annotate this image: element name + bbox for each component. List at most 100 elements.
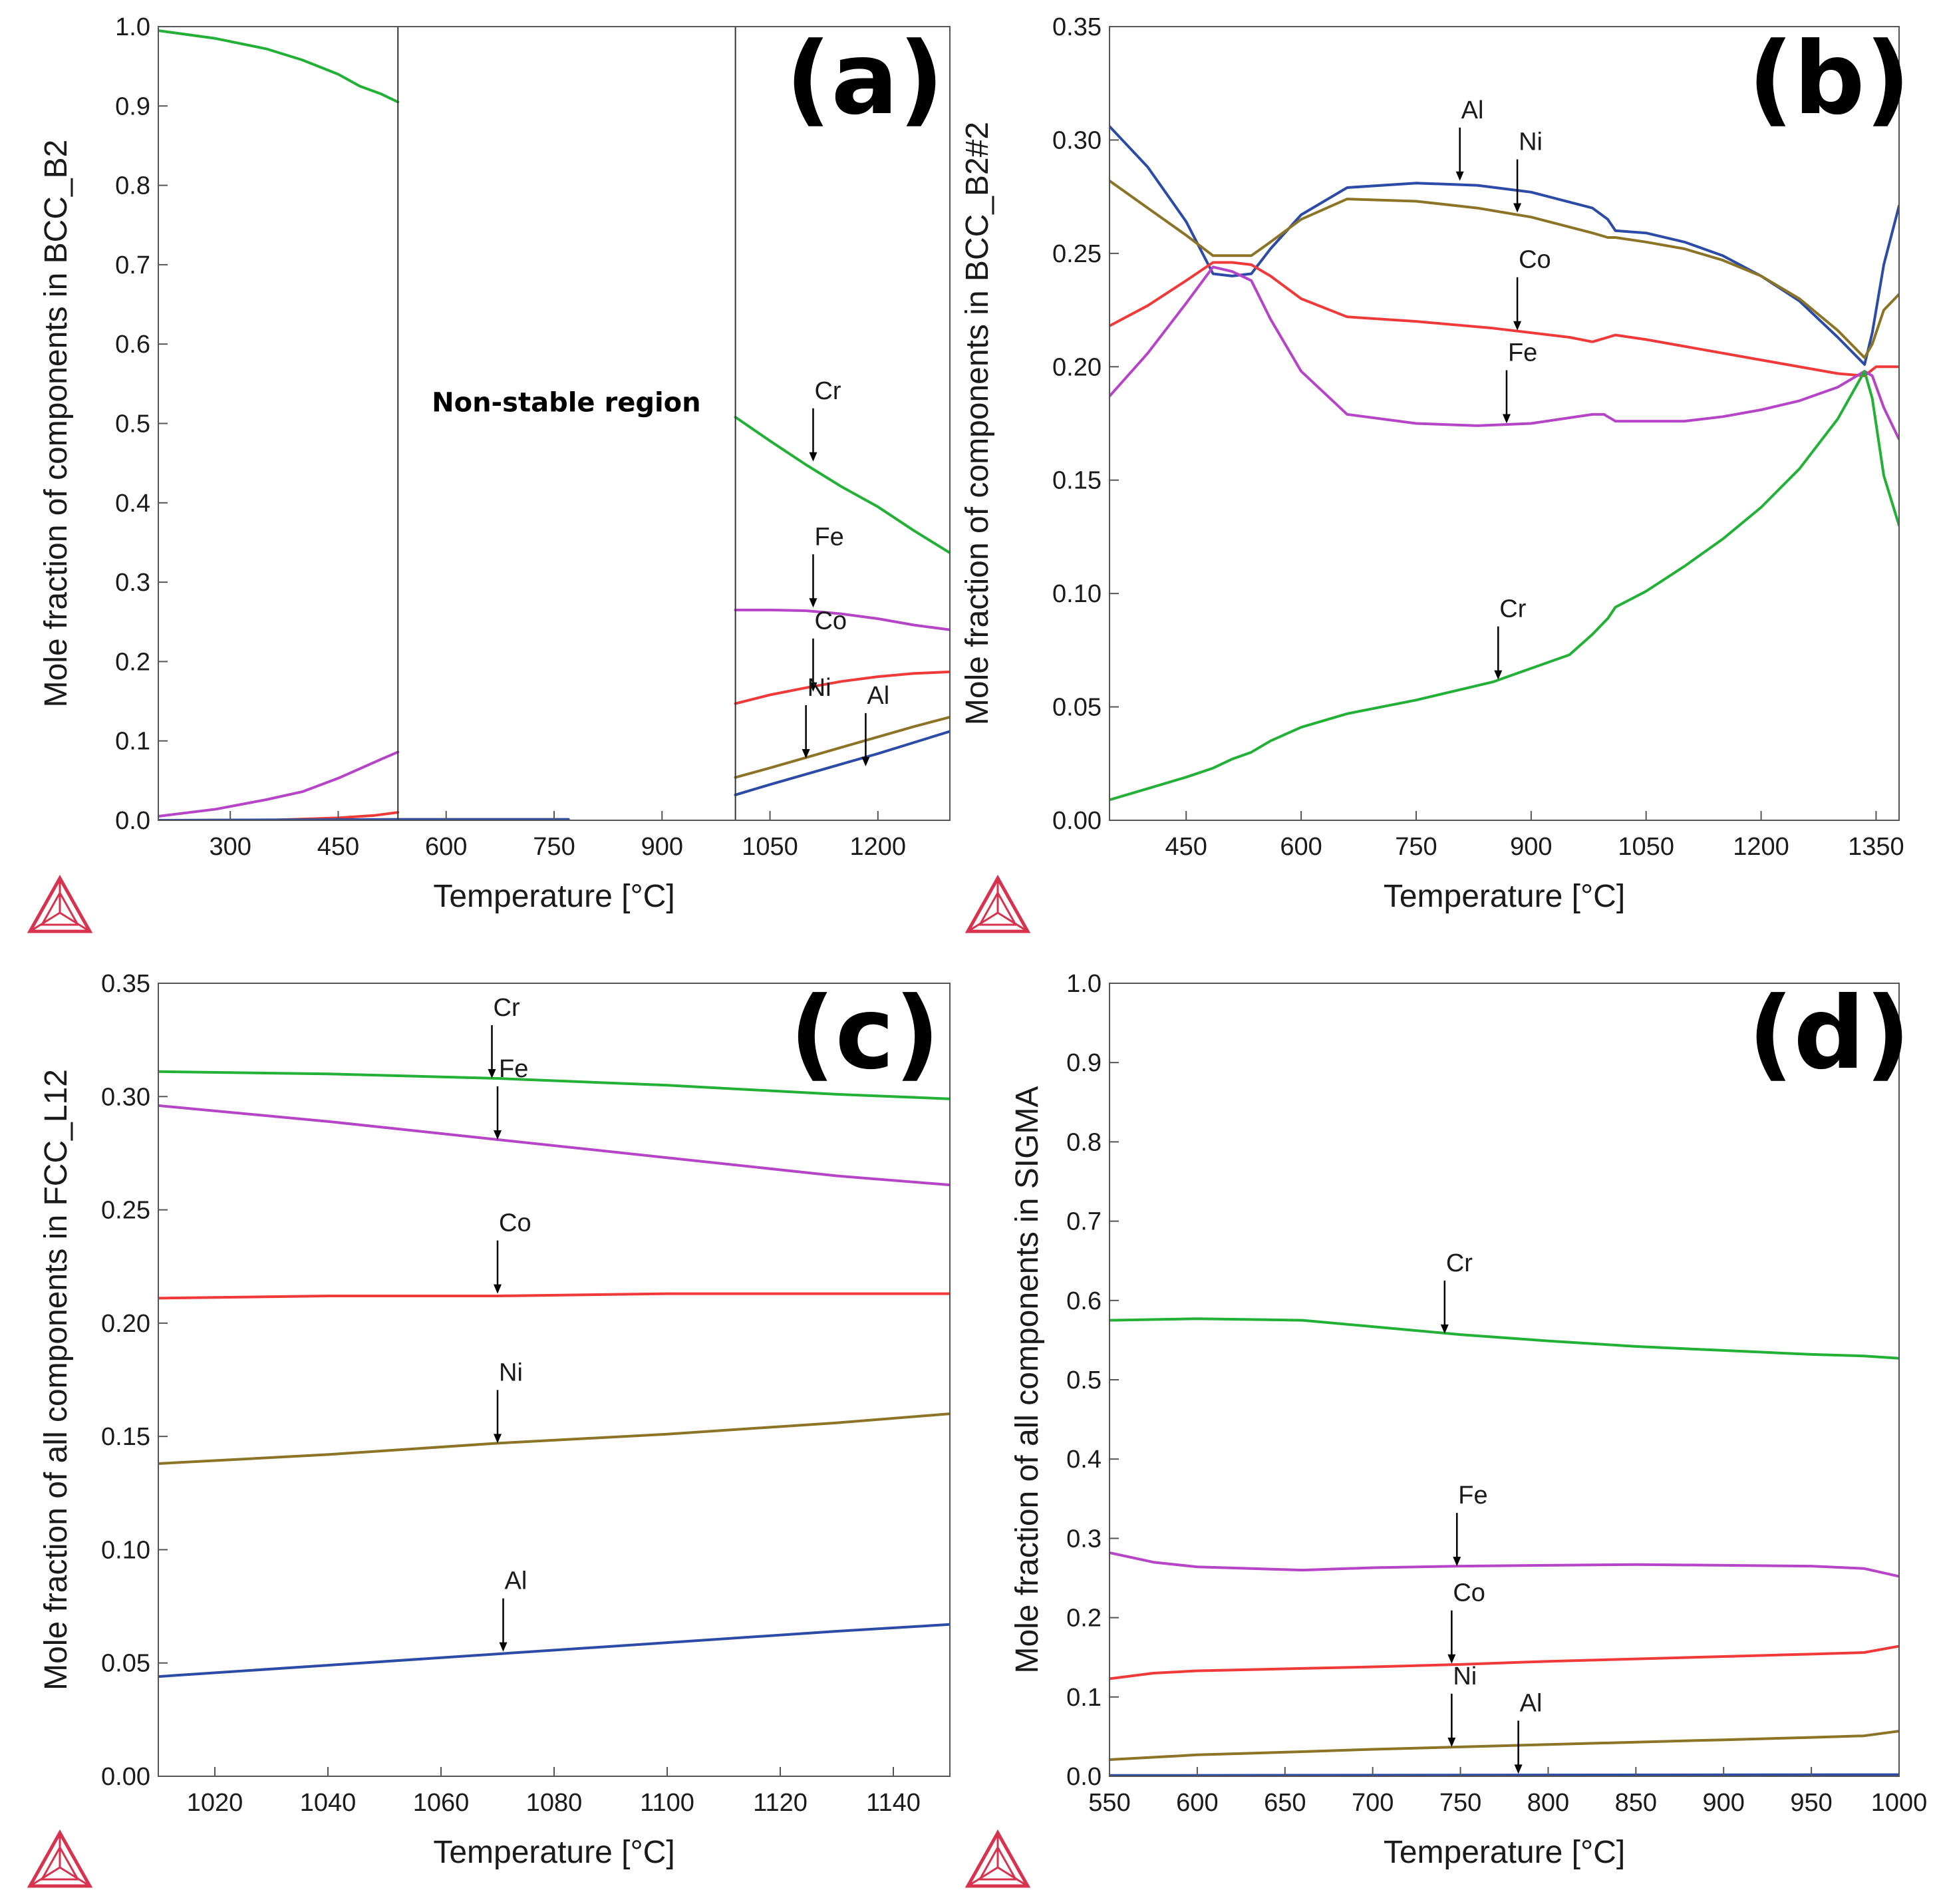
logo-inner-triangle <box>40 890 80 926</box>
annotation-arrow-head <box>1502 414 1511 424</box>
region-label: Non-stable region <box>432 388 701 418</box>
chart-panel-a: Non-stable region 300 450 600 750 900 1050 1200… <box>27 13 951 933</box>
panel-label: (c) <box>790 976 940 1092</box>
x-tick-label: 800 <box>1527 1789 1569 1817</box>
annotation-arrow-head <box>499 1642 508 1652</box>
chart-panel-b: 450 600 750 900 1050 1200 1350 0.00 0.05 0.10 0.15… <box>960 13 1910 933</box>
annotation-label-al: Al <box>1520 1689 1543 1717</box>
annotation-label-fe: Fe <box>1458 1482 1487 1509</box>
annotation-arrow-head <box>494 1434 502 1444</box>
y-tick-label: 0.2 <box>115 648 150 676</box>
logo-inner-triangle <box>978 890 1018 926</box>
series-line-co <box>734 670 950 705</box>
y-tick-label: 0.10 <box>1052 580 1102 608</box>
x-tick-label: 450 <box>1165 833 1207 861</box>
logo-outer-triangle <box>965 1829 1031 1888</box>
y-tick-label: 0.9 <box>1066 1049 1102 1077</box>
y-tick-label: 0.5 <box>1066 1366 1102 1394</box>
annotation-label-al: Al <box>867 682 889 710</box>
thermo-calc-logo-icon <box>27 874 93 933</box>
y-tick-label: 0.35 <box>101 970 150 998</box>
x-axis-title: Temperature [°C] <box>1384 879 1625 914</box>
series-line-al <box>1110 125 1899 366</box>
annotation-arrow-head <box>1447 1737 1456 1747</box>
y-tick-label: 0.2 <box>1066 1605 1102 1633</box>
plot-frame <box>158 983 951 1777</box>
x-tick-label: 900 <box>1703 1789 1745 1817</box>
y-tick-label: 0.8 <box>1066 1128 1102 1156</box>
logo-spoke <box>59 911 90 933</box>
x-axis-title: Temperature [°C] <box>433 1835 674 1870</box>
x-axis-title: Temperature [°C] <box>1384 1835 1625 1870</box>
y-tick-label: 0.7 <box>1066 1208 1102 1236</box>
y-tick-label: 0.20 <box>101 1310 150 1338</box>
logo-spoke <box>967 1866 998 1887</box>
series-line-al <box>1110 1773 1899 1776</box>
y-tick-label: 0.05 <box>101 1650 150 1678</box>
logo-spoke <box>59 1866 90 1887</box>
annotation-label-ni: Ni <box>1453 1663 1477 1690</box>
series-line-cr <box>158 29 400 104</box>
annotation-arrow-head <box>809 452 818 462</box>
logo-inner-triangle <box>978 1845 1018 1881</box>
y-tick-label: 1.0 <box>1066 970 1102 998</box>
y-tick-label: 0.1 <box>115 728 150 756</box>
y-tick-label: 0.30 <box>101 1083 150 1111</box>
series-line-fe <box>158 1104 950 1187</box>
y-tick-label: 0.05 <box>1052 694 1102 722</box>
y-tick-label: 0.6 <box>115 331 150 359</box>
x-tick-label: 1060 <box>413 1789 470 1817</box>
annotation-label-ni: Ni <box>499 1358 523 1386</box>
y-axis-title: Mole fraction of components in BCC_B2#2 <box>960 122 995 725</box>
logo-outer-triangle <box>27 1829 93 1888</box>
series-group <box>1110 125 1899 802</box>
x-tick-label: 850 <box>1615 1789 1657 1817</box>
annotation-label-ni: Ni <box>1519 128 1543 156</box>
x-tick-label: 600 <box>1280 833 1322 861</box>
x-tick-label: 900 <box>641 833 683 861</box>
y-tick-label: 0.00 <box>101 1763 150 1791</box>
logo-outer-triangle <box>965 874 1031 933</box>
annotation-label-ni: Ni <box>808 674 831 702</box>
series-line-ni <box>1110 1730 1899 1761</box>
x-tick-label: 1200 <box>1733 833 1789 861</box>
annotation-arrow-head <box>809 682 818 692</box>
series-line-cr <box>734 416 950 554</box>
y-tick-label: 0.0 <box>115 807 150 835</box>
y-tick-label: 0.20 <box>1052 353 1102 381</box>
y-tick-label: 0.3 <box>1066 1525 1102 1553</box>
y-tick-label: 0.9 <box>115 92 150 120</box>
annotation-label-al: Al <box>505 1567 527 1595</box>
series-line-cr <box>158 1070 950 1100</box>
plot-frame <box>1109 983 1900 1777</box>
annotation-arrow-head <box>1440 1324 1449 1334</box>
annotation-arrow-head <box>1514 1764 1523 1774</box>
logo-outer-triangle <box>27 874 93 933</box>
x-tick-label: 300 <box>209 833 251 861</box>
panel-label: (d) <box>1748 976 1910 1092</box>
annotation-label-cr: Cr <box>814 377 841 405</box>
annotation-label-co: Co <box>1519 246 1551 274</box>
annotation-arrow-head <box>488 1069 496 1079</box>
annotation-label-fe: Fe <box>1508 339 1537 367</box>
y-tick-label: 1.0 <box>115 13 150 41</box>
logo-spoke <box>997 1866 1028 1887</box>
thermo-calc-logo-icon <box>27 1829 93 1888</box>
y-tick-label: 0.15 <box>1052 467 1102 495</box>
annotation-arrow-head <box>1447 1654 1456 1664</box>
series-group <box>158 1070 950 1678</box>
y-tick-label: 0.0 <box>1066 1763 1102 1791</box>
y-tick-label: 0.4 <box>115 490 150 518</box>
series-line-fe <box>1110 1551 1899 1578</box>
annotation-label-co: Co <box>1453 1579 1485 1607</box>
series-line-co <box>1110 261 1899 377</box>
series-line-cr <box>1110 1317 1899 1360</box>
y-axis-title: Mole fraction of all components in FCC_L… <box>39 1069 74 1690</box>
y-tick-label: 0.35 <box>1052 13 1102 41</box>
thermo-calc-logo-icon <box>965 874 1031 933</box>
series-line-co <box>1110 1645 1899 1680</box>
annotation-label-fe: Fe <box>814 523 843 551</box>
x-tick-label: 1080 <box>526 1789 583 1817</box>
y-tick-label: 0.7 <box>115 251 150 279</box>
series-line-ni <box>1110 179 1899 359</box>
